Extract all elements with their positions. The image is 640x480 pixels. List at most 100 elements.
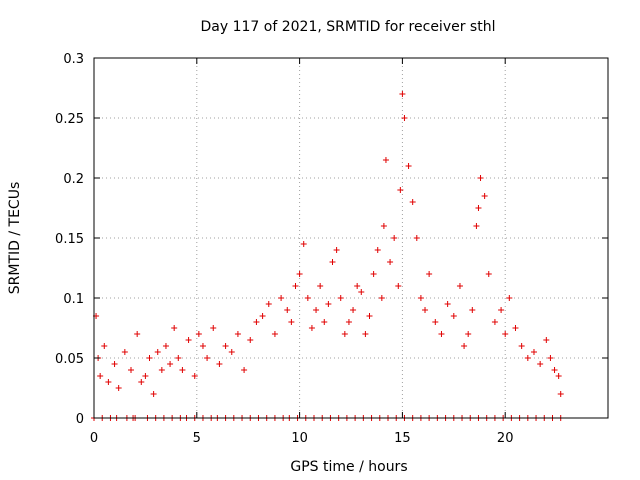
data-point [292,283,299,289]
y-tick-label: 0.05 [55,352,84,367]
data-point [158,367,165,373]
data-point [354,283,361,289]
data-point [409,199,416,205]
data-point [337,295,344,301]
data-point [399,91,406,97]
data-point [524,355,531,361]
data-point [413,235,420,241]
y-tick-label: 0.15 [55,232,84,247]
data-point [199,343,206,349]
data-point [345,319,352,325]
data-point [491,319,498,325]
data-points [91,91,564,421]
data-point [204,355,211,361]
data-point [265,301,272,307]
y-tick-label: 0.1 [63,292,84,307]
data-point [465,331,472,337]
x-tick-label: 15 [394,431,411,446]
data-point [537,361,544,367]
data-point [557,391,564,397]
data-point [477,175,484,181]
data-point [502,331,509,337]
data-point [444,301,451,307]
data-point [506,295,513,301]
data-point [473,223,480,229]
x-tick-label: 0 [90,431,98,446]
x-tick-label: 10 [291,431,308,446]
data-point [228,349,235,355]
y-tick-label: 0.25 [55,112,84,127]
data-point [374,247,381,253]
data-point [518,343,525,349]
data-point [171,325,178,331]
data-point [512,325,519,331]
data-point [115,385,122,391]
data-point [222,343,229,349]
data-point [469,307,476,313]
data-point [475,205,482,211]
data-point [321,319,328,325]
data-point [366,313,373,319]
data-point [551,367,558,373]
y-tick-label: 0.2 [63,172,84,187]
data-point [191,373,198,379]
data-point [547,355,554,361]
data-point [142,373,149,379]
data-point [234,331,241,337]
data-point [259,313,266,319]
x-axis-label: GPS time / hours [290,459,407,475]
data-point [308,325,315,331]
data-point [111,361,118,367]
data-point [101,343,108,349]
x-tick-label: 5 [193,431,201,446]
data-point [333,247,340,253]
data-point [179,367,186,373]
data-point [296,271,303,277]
data-point [422,307,429,313]
data-point [284,307,291,313]
data-point [195,331,202,337]
data-point [253,319,260,325]
x-tick-label: 20 [497,431,514,446]
data-point [341,331,348,337]
data-point [175,355,182,361]
chart-title: Day 117 of 2021, SRMTID for receiver sth… [201,19,496,35]
data-point [105,379,112,385]
data-point [304,295,311,301]
data-point [138,379,145,385]
data-point [432,319,439,325]
data-point [456,283,463,289]
data-point [417,295,424,301]
data-point [325,301,332,307]
data-point [530,349,537,355]
data-point [154,349,161,355]
data-point [162,343,169,349]
data-point [378,295,385,301]
data-point [438,331,445,337]
data-point [216,361,223,367]
data-point [247,337,254,343]
x-axis-ticks: 0 5 10 15 20 [90,58,514,446]
data-point [543,337,550,343]
data-point [146,355,153,361]
data-point [271,331,278,337]
data-point [167,361,174,367]
data-point [387,259,394,265]
data-point [362,331,369,337]
data-point [313,307,320,313]
data-point [329,259,336,265]
data-point [317,283,324,289]
data-point [405,163,412,169]
data-point [350,307,357,313]
data-point [134,331,141,337]
data-point [401,115,408,121]
data-point [382,157,389,163]
data-point [391,235,398,241]
data-point [450,313,457,319]
y-tick-label: 0.3 [63,52,84,67]
data-point [498,307,505,313]
data-point [395,283,402,289]
data-point [380,223,387,229]
data-point [481,193,488,199]
data-point [185,337,192,343]
